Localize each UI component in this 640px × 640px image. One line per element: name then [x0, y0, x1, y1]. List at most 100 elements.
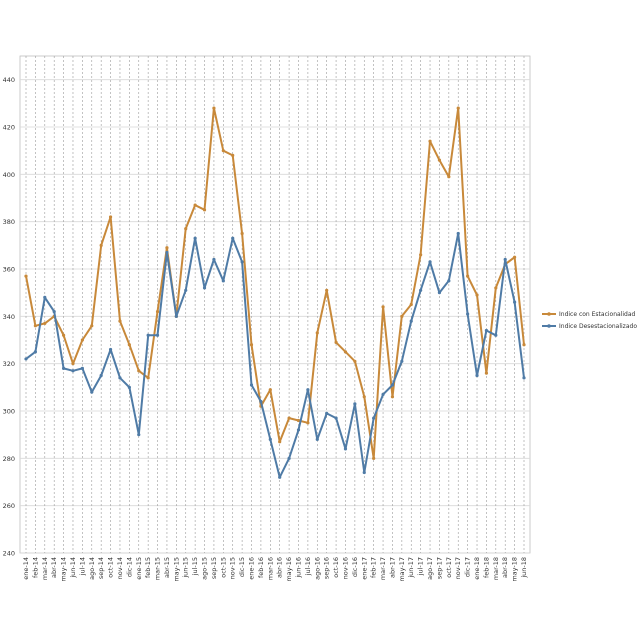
x-tick-label: abr-16 — [276, 557, 284, 578]
x-tick-label: sep-15 — [210, 557, 218, 579]
x-tick-label: may-15 — [172, 557, 180, 582]
series-1-point — [484, 371, 489, 375]
x-tick-label: dic-15 — [238, 557, 246, 577]
series-2-point — [334, 416, 338, 420]
series-2-point — [24, 357, 28, 361]
series-1-point — [61, 333, 66, 337]
x-tick-label: jun-18 — [520, 557, 528, 579]
y-tick-label: 420 — [3, 124, 15, 132]
series-1-point — [437, 158, 442, 162]
series-2-point — [466, 312, 470, 316]
series-2-point — [278, 475, 282, 479]
series-2-point — [315, 437, 319, 441]
series-2-point — [165, 250, 169, 255]
x-tick-label: ene-18 — [473, 557, 481, 580]
legend: Indice con Estacionalidad Indice Desestac… — [542, 311, 637, 330]
series-2-point — [33, 350, 37, 354]
x-tick-label: feb-18 — [482, 557, 490, 578]
series-2-point — [428, 260, 432, 264]
y-tick-label: 360 — [3, 266, 15, 274]
series-2-point — [259, 399, 263, 404]
series-1-point — [43, 321, 47, 326]
series-1-point — [372, 456, 376, 460]
series-1-point — [146, 376, 150, 380]
series-1-point — [108, 215, 113, 219]
series-1-point — [381, 305, 385, 309]
x-tick-label: oct-16 — [332, 557, 340, 578]
series-lines — [24, 106, 526, 479]
series-1-point — [221, 149, 225, 153]
series-1-point — [287, 416, 291, 420]
x-tick-label: jun-17 — [407, 557, 415, 579]
x-tick-label: dic-17 — [464, 557, 472, 577]
x-tick-label: jul-14 — [78, 557, 86, 576]
series-1-point — [231, 153, 235, 157]
series-1-point — [99, 243, 103, 247]
x-tick-label: mar-14 — [41, 557, 49, 580]
series-2-point — [43, 295, 47, 299]
series-2-point — [155, 333, 160, 337]
series-2-point — [137, 433, 141, 437]
x-tick-label: ago-15 — [201, 557, 209, 580]
x-tick-label: ene-14 — [22, 557, 30, 580]
series-2-point — [287, 456, 291, 460]
x-tick-label: ene-16 — [248, 557, 256, 580]
x-tick-label: feb-15 — [144, 557, 152, 578]
y-tick-label: 380 — [3, 218, 15, 226]
series-1-point — [390, 395, 395, 399]
series-1-point — [306, 421, 310, 425]
series-2-point — [437, 291, 442, 295]
series-2-point — [522, 376, 526, 380]
series-1-point — [127, 343, 131, 347]
x-tick-label: oct-15 — [219, 557, 227, 578]
series-1-point — [240, 231, 244, 236]
series-2-point — [447, 279, 451, 283]
series-2-point — [221, 279, 225, 283]
series-1-point — [428, 139, 432, 143]
y-tick-label: 340 — [3, 313, 15, 321]
x-tick-label: oct-14 — [107, 557, 115, 578]
series-2-point — [118, 376, 122, 380]
x-tick-label: mar-16 — [266, 557, 274, 580]
grid-lines — [19, 55, 531, 554]
series-2-point — [231, 236, 235, 240]
series-2-point — [353, 402, 357, 406]
x-tick-label: jul-16 — [304, 557, 312, 576]
x-tick-label: abr-15 — [163, 557, 171, 578]
x-tick-label: nov-15 — [229, 557, 237, 579]
series-2-point — [296, 428, 301, 432]
x-tick-label: feb-16 — [257, 557, 265, 578]
legend-label-2: Indice Desestacionalizado — [559, 323, 637, 330]
x-tick-label: sep-16 — [323, 557, 331, 579]
series-2-point — [99, 373, 103, 378]
series-2-point — [249, 383, 254, 387]
x-tick-label: may-16 — [285, 557, 293, 582]
series-1-point — [522, 343, 526, 347]
series-2-point — [184, 288, 188, 292]
series-2-point — [268, 437, 272, 441]
x-tick-label: ene-17 — [360, 557, 368, 580]
x-tick-label: abr-17 — [388, 557, 396, 578]
series-1-point — [466, 274, 470, 278]
series-1-point — [71, 362, 75, 366]
x-tick-label: dic-14 — [125, 557, 133, 577]
series-1-point — [325, 288, 329, 292]
series-1-point — [475, 293, 479, 297]
series-1-point — [353, 359, 357, 363]
y-tick-label: 400 — [3, 171, 15, 179]
series-2-point — [90, 390, 94, 394]
series-2-point — [503, 257, 507, 262]
series-2-point — [193, 236, 197, 240]
x-tick-label: mar-15 — [154, 557, 162, 580]
series-2-point — [475, 373, 479, 378]
series-2-point — [390, 383, 395, 387]
x-tick-label: ene-15 — [135, 557, 143, 580]
x-tick-label: oct-17 — [445, 557, 453, 578]
series-2-point — [71, 369, 75, 373]
x-tick-label: may-14 — [60, 557, 68, 582]
y-tick-label: 300 — [3, 408, 15, 416]
series-1-point — [80, 338, 84, 342]
series-2-point — [419, 288, 423, 292]
x-tick-label: ago-14 — [88, 557, 96, 580]
